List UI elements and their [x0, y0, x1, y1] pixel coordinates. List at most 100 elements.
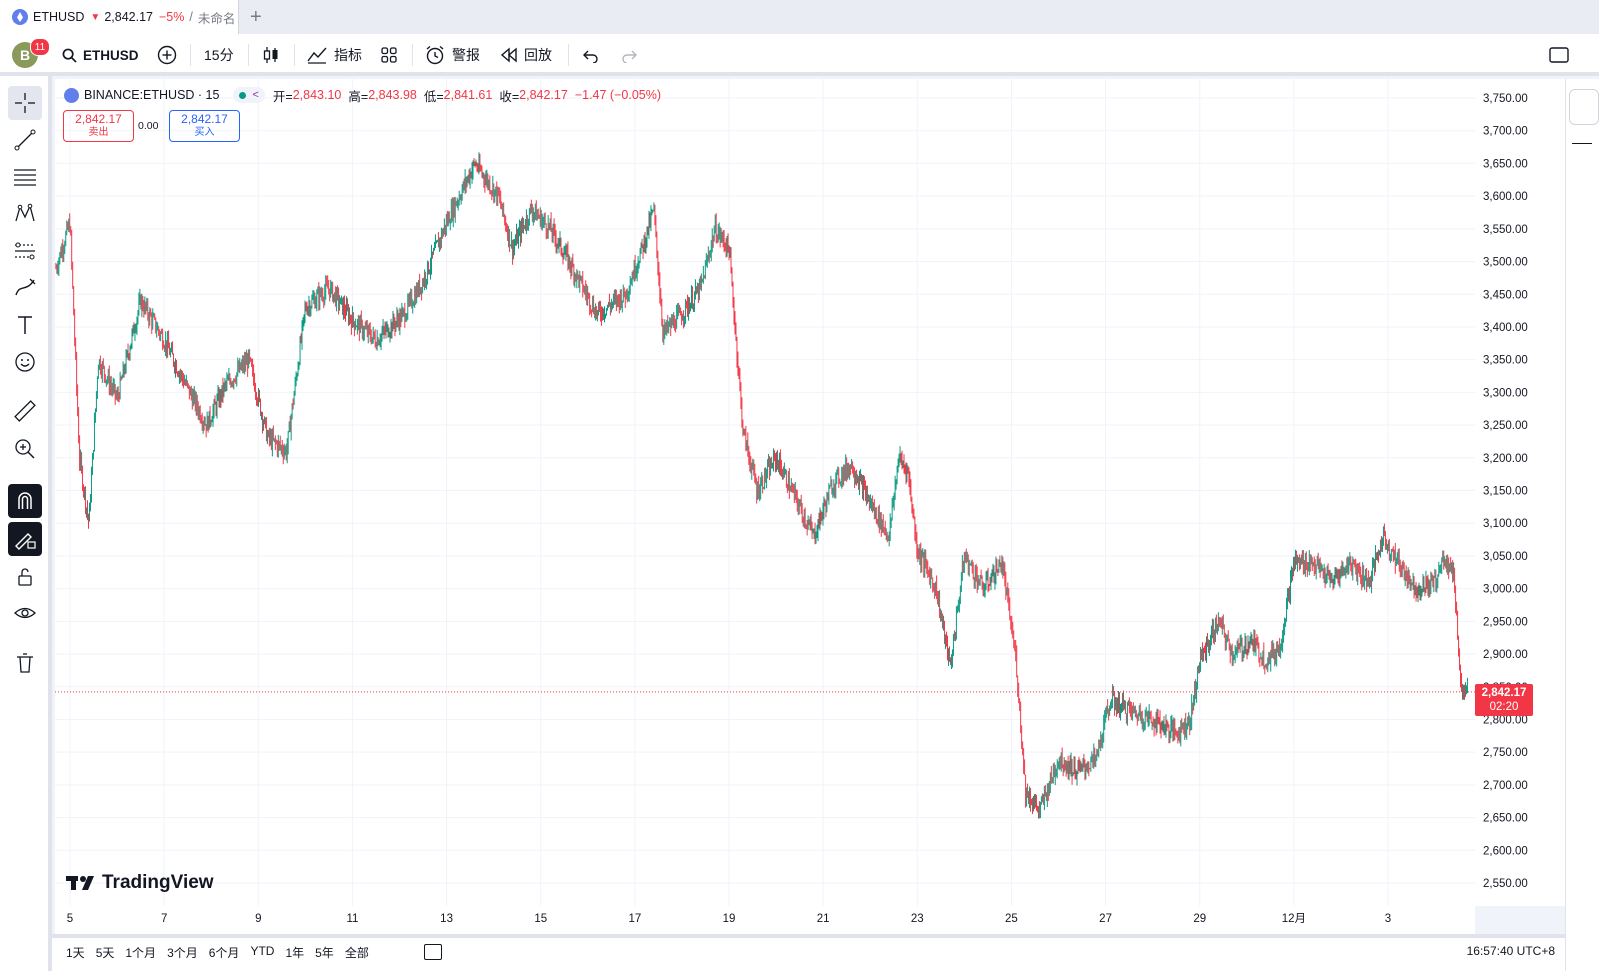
range-button[interactable]: 3个月 [167, 946, 198, 960]
close-label: 收= [499, 89, 520, 104]
range-button[interactable]: YTD [250, 944, 275, 958]
time-tick-label: 7 [161, 913, 167, 925]
interval-button[interactable]: 15分 [204, 34, 234, 76]
chart-type-button[interactable] [262, 34, 280, 76]
toolbar-divider [412, 44, 413, 66]
time-tick-label: 17 [628, 913, 641, 925]
alarm-clock-icon [426, 45, 444, 65]
price-tick-label: 2,750.00 [1483, 747, 1528, 759]
ethereum-icon [12, 9, 28, 25]
open-label: 开= [272, 89, 293, 104]
open-value: 2,843.10 [292, 88, 342, 102]
indicators-button[interactable]: 指标 [306, 34, 362, 76]
legend-title[interactable]: BINANCE:ETHUSD · 15 [84, 88, 220, 102]
price-tick-label: 2,950.00 [1483, 616, 1528, 628]
price-chart[interactable] [55, 79, 1475, 906]
text-tool[interactable] [8, 308, 42, 342]
price-tick-label: 3,250.00 [1483, 420, 1528, 432]
pattern-icon [15, 203, 35, 222]
time-tick-label: 3 [1385, 913, 1391, 925]
price-axis-labels: 2,550.00 2,600.00 2,650.00 2,700.00 2,750.00… [1483, 93, 1528, 890]
fullscreen-button[interactable] [1548, 34, 1570, 76]
sell-label: 卖出 [88, 127, 109, 138]
pattern-tool[interactable] [8, 197, 42, 231]
price-tick-label: 3,550.00 [1483, 224, 1528, 236]
range-button[interactable]: 5年 [315, 946, 334, 960]
time-axis[interactable]: 5 7 9 11 13 15 17 19 21 23 25 27 29 12月 3 [55, 906, 1475, 934]
candles-icon [263, 47, 278, 63]
series-legend: BINANCE:ETHUSD · 15 < 开= 2,843.10 高= 2,843… [64, 86, 661, 104]
tab-price: 2,842.17 [104, 10, 153, 24]
add-compare-icon [157, 45, 177, 65]
tradingview-logo[interactable]: TradingView [66, 872, 214, 894]
indicators-label: 指标 [334, 47, 362, 63]
unlock-icon [18, 568, 32, 586]
toolbar-divider [294, 44, 295, 66]
magnet-tool[interactable] [8, 484, 42, 518]
low-label: 低= [423, 89, 444, 104]
brush-tool[interactable] [8, 271, 42, 305]
projection-tool[interactable] [8, 234, 42, 268]
chart-area[interactable] [55, 79, 1475, 906]
time-tick-label: 12月 [1282, 913, 1306, 925]
buy-button[interactable]: 2,842.17 买入 [169, 110, 240, 142]
pencil-lock-icon [15, 533, 36, 550]
lock-tool[interactable] [8, 560, 42, 594]
replay-button[interactable]: 回放 [500, 34, 552, 76]
clock-text[interactable]: 16:57:40 UTC+8 [1466, 944, 1555, 958]
tab-ethusd[interactable]: ETHUSD ▼ 2,842.17 −5% / 未命名 [0, 0, 239, 34]
calendar-icon[interactable] [424, 944, 442, 960]
new-tab-icon[interactable]: + [250, 6, 262, 28]
price-tick-label: 3,100.00 [1483, 518, 1528, 530]
price-tick-label: 3,750.00 [1483, 93, 1528, 105]
compare-button[interactable] [156, 34, 178, 76]
redo-button[interactable] [620, 34, 638, 76]
time-axis-labels: 5 7 9 11 13 15 17 19 21 23 25 27 29 12月 3 [67, 913, 1391, 925]
templates-button[interactable] [380, 34, 398, 76]
lock-drawings-tool[interactable] [8, 522, 42, 556]
symbol-search-button[interactable]: ETHUSD [62, 34, 139, 76]
time-tick-label: 19 [723, 913, 736, 925]
crosshair-tool[interactable] [8, 86, 42, 120]
zoom-tool[interactable] [8, 432, 42, 466]
trend-line-tool[interactable] [8, 123, 42, 157]
price-axis[interactable]: 2,550.00 2,600.00 2,650.00 2,700.00 2,750.00… [1475, 79, 1565, 906]
range-button[interactable]: 1个月 [125, 946, 157, 960]
sell-price: 2,842.17 [75, 112, 122, 126]
range-button[interactable]: 5天 [95, 946, 115, 960]
measure-tool[interactable] [8, 394, 42, 428]
delete-tool[interactable] [8, 646, 42, 680]
price-tick-label: 3,350.00 [1483, 355, 1528, 367]
emoji-tool[interactable] [8, 345, 42, 379]
crosshair-icon [15, 93, 35, 113]
notification-badge: 11 [30, 38, 50, 56]
range-button[interactable]: 1年 [285, 946, 305, 960]
bar-countdown: 02:20 [1489, 701, 1519, 713]
range-button[interactable]: 6个月 [208, 946, 240, 960]
spread-value: 0.00 [138, 120, 159, 132]
price-tick-label: 3,700.00 [1483, 126, 1528, 138]
date-range-list: 1天 5天 1个月 3个月 6个月 YTD 1年 5年 全部 [66, 944, 369, 961]
range-button[interactable]: 全部 [344, 946, 369, 960]
buy-price: 2,842.17 [181, 112, 228, 126]
price-tick-label: 2,600.00 [1483, 845, 1528, 857]
undo-icon [583, 50, 598, 63]
undo-button[interactable] [582, 34, 600, 76]
price-tick-label: 2,900.00 [1483, 649, 1528, 661]
alert-button[interactable]: 警报 [424, 34, 480, 76]
watchlist-button[interactable] [1569, 89, 1599, 125]
interval-label: 15分 [204, 47, 234, 63]
toolbar-divider [568, 44, 569, 66]
candles [55, 152, 1468, 819]
visibility-tool[interactable] [8, 596, 42, 630]
sell-button[interactable]: 2,842.17 卖出 [63, 110, 134, 142]
high-value: 2,843.98 [368, 88, 417, 102]
price-tick-label: 3,600.00 [1483, 191, 1528, 203]
time-tick-label: 11 [346, 913, 358, 925]
ethereum-icon [64, 87, 79, 103]
time-tick-label: 27 [1099, 913, 1112, 925]
range-button[interactable]: 1天 [66, 946, 85, 960]
redo-icon [622, 50, 637, 63]
price-tick-label: 3,200.00 [1483, 453, 1528, 465]
horizontal-lines-tool[interactable] [8, 160, 42, 194]
